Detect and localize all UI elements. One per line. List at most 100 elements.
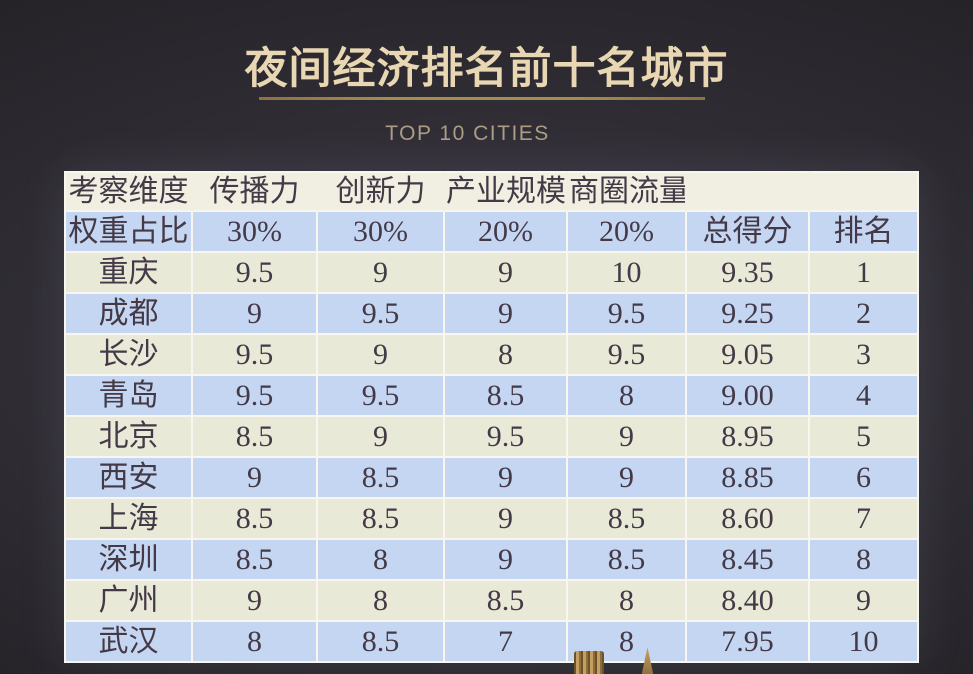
score-cell: 9.5 [445, 417, 568, 458]
total-score-cell: 8.45 [687, 540, 810, 581]
total-score-cell: 9.05 [687, 335, 810, 376]
city-name-cell: 广州 [64, 581, 193, 622]
city-name-cell: 上海 [64, 499, 193, 540]
score-cell: 8.5 [318, 622, 445, 663]
ranking-table: 考察维度 传播力 创新力 产业规模 商圈流量 权重占比 30% 30% 20% 20% 总得分 排名重… [64, 171, 919, 663]
total-score-cell: 9.00 [687, 376, 810, 417]
score-cell: 10 [568, 253, 687, 294]
score-cell: 9.5 [193, 253, 318, 294]
title-underline [259, 97, 705, 100]
score-cell: 9 [445, 294, 568, 335]
score-cell: 8.5 [568, 540, 687, 581]
score-cell: 9 [445, 499, 568, 540]
total-score-cell: 9.25 [687, 294, 810, 335]
score-cell: 8.5 [318, 458, 445, 499]
city-name-cell: 深圳 [64, 540, 193, 581]
score-cell: 8.5 [445, 376, 568, 417]
table-row: 考察维度 传播力 创新力 产业规模 商圈流量 [64, 171, 919, 212]
score-cell: 8 [568, 581, 687, 622]
score-cell: 9 [445, 253, 568, 294]
total-score-header-cell: 总得分 [687, 212, 810, 253]
score-cell: 9 [568, 458, 687, 499]
score-cell: 8.5 [318, 499, 445, 540]
score-cell: 9.5 [318, 376, 445, 417]
weight-cell: 20% [445, 212, 568, 253]
total-score-cell: 8.95 [687, 417, 810, 458]
score-cell: 8 [318, 581, 445, 622]
score-cell: 8 [445, 335, 568, 376]
page-title: 夜间经济排名前十名城市 [244, 45, 729, 93]
score-cell: 9.5 [318, 294, 445, 335]
weight-cell: 30% [193, 212, 318, 253]
table-row: 武汉 8 8.5 7 8 7.95 10 [64, 622, 919, 663]
dimension-label-cell: 考察维度 [64, 171, 193, 212]
table-row: 成都 9 9.5 9 9.5 9.25 2 [64, 294, 919, 335]
dimension-cell: 产业规模 [445, 171, 568, 212]
rank-cell: 1 [810, 253, 919, 294]
score-cell: 9 [193, 458, 318, 499]
rank-cell: 3 [810, 335, 919, 376]
city-name-cell: 北京 [64, 417, 193, 458]
foreground-object-striped [574, 651, 604, 674]
score-cell: 9.5 [193, 335, 318, 376]
score-cell: 8.5 [193, 540, 318, 581]
table-row: 深圳 8.5 8 9 8.5 8.45 8 [64, 540, 919, 581]
score-cell: 9 [445, 540, 568, 581]
score-cell: 9.5 [193, 376, 318, 417]
city-name-cell: 成都 [64, 294, 193, 335]
score-cell: 8 [568, 376, 687, 417]
table-row: 青岛 9.5 9.5 8.5 8 9.00 4 [64, 376, 919, 417]
score-cell: 9 [568, 417, 687, 458]
table-row: 广州 9 8 8.5 8 8.40 9 [64, 581, 919, 622]
weight-cell: 30% [318, 212, 445, 253]
table-row: 北京 8.5 9 9.5 9 8.95 5 [64, 417, 919, 458]
total-score-cell: 9.35 [687, 253, 810, 294]
city-name-cell: 重庆 [64, 253, 193, 294]
score-cell: 9 [445, 458, 568, 499]
foreground-object-pointed [641, 647, 654, 674]
score-cell: 9 [318, 335, 445, 376]
ranking-table-body: 考察维度 传播力 创新力 产业规模 商圈流量 权重占比 30% 30% 20% 20% 总得分 排名重… [64, 171, 919, 663]
table-row: 上海 8.5 8.5 9 8.5 8.60 7 [64, 499, 919, 540]
city-name-cell: 青岛 [64, 376, 193, 417]
table-row: 权重占比 30% 30% 20% 20% 总得分 排名 [64, 212, 919, 253]
city-name-cell: 长沙 [64, 335, 193, 376]
dimension-cell: 商圈流量 [568, 171, 687, 212]
table-row: 西安 9 8.5 9 9 8.85 6 [64, 458, 919, 499]
score-cell: 9 [318, 253, 445, 294]
score-cell: 9 [193, 581, 318, 622]
dimension-cell: 创新力 [318, 171, 445, 212]
total-score-cell: 8.60 [687, 499, 810, 540]
rank-cell: 4 [810, 376, 919, 417]
table-row: 长沙 9.5 9 8 9.5 9.05 3 [64, 335, 919, 376]
rank-cell: 9 [810, 581, 919, 622]
total-score-cell: 7.95 [687, 622, 810, 663]
weight-cell: 20% [568, 212, 687, 253]
score-cell: 8.5 [193, 417, 318, 458]
score-cell: 8 [193, 622, 318, 663]
page-subtitle: TOP 10 CITIES [385, 122, 550, 145]
score-cell: 9.5 [568, 335, 687, 376]
score-cell: 9.5 [568, 294, 687, 335]
score-cell: 8 [318, 540, 445, 581]
total-score-cell: 8.85 [687, 458, 810, 499]
city-name-cell: 西安 [64, 458, 193, 499]
score-cell: 8.5 [568, 499, 687, 540]
table-row: 重庆 9.5 9 9 10 9.35 1 [64, 253, 919, 294]
rank-cell: 5 [810, 417, 919, 458]
city-name-cell: 武汉 [64, 622, 193, 663]
rank-cell: 10 [810, 622, 919, 663]
dimension-cell: 传播力 [193, 171, 318, 212]
total-score-cell: 8.40 [687, 581, 810, 622]
rank-cell: 8 [810, 540, 919, 581]
rank-cell: 2 [810, 294, 919, 335]
rank-cell: 7 [810, 499, 919, 540]
score-cell: 8.5 [193, 499, 318, 540]
score-cell: 8.5 [445, 581, 568, 622]
dimension-empty-cell [810, 171, 919, 212]
weight-label-cell: 权重占比 [64, 212, 193, 253]
score-cell: 7 [445, 622, 568, 663]
rank-cell: 6 [810, 458, 919, 499]
score-cell: 9 [318, 417, 445, 458]
